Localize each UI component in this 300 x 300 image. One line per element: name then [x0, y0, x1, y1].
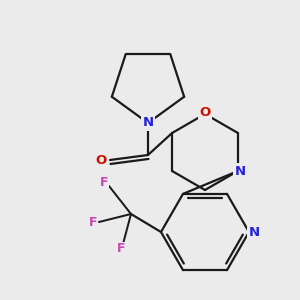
Text: O: O: [95, 154, 106, 166]
Text: O: O: [200, 106, 211, 118]
Text: N: N: [234, 164, 245, 178]
Text: N: N: [142, 116, 154, 130]
Text: F: F: [117, 242, 125, 256]
Text: F: F: [89, 215, 97, 229]
Text: F: F: [100, 176, 108, 190]
Text: N: N: [248, 226, 260, 238]
